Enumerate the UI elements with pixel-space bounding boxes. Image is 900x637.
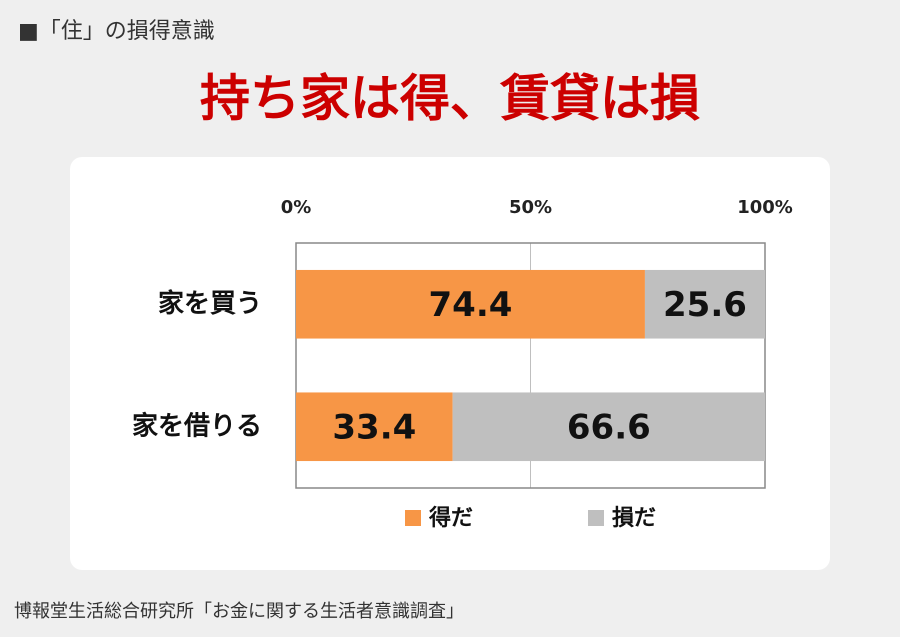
data-label: 33.4	[332, 407, 416, 447]
data-label: 74.4	[429, 285, 513, 325]
bar	[296, 392, 453, 462]
panel	[70, 157, 830, 570]
header: ■「住」の損得意識	[18, 19, 215, 44]
legend-swatch	[588, 510, 604, 526]
data-label: 25.6	[663, 285, 747, 325]
bar	[452, 392, 765, 462]
bar	[296, 269, 645, 339]
legend-swatch	[405, 510, 421, 526]
plot-border	[295, 242, 766, 489]
legend-label: 得だ	[428, 505, 473, 531]
data-label: 66.6	[567, 407, 651, 447]
x-tick-label: 0%	[281, 197, 312, 218]
bar	[644, 269, 765, 339]
legend-label: 損だ	[612, 506, 656, 531]
source: 博報堂生活総合研究所「お金に関する生活者意識調査」	[14, 601, 464, 622]
x-tick-label: 100%	[737, 197, 793, 218]
y-tick-label: 家を買う	[158, 288, 262, 319]
chart-title: 持ち家は得、賃貸は損	[200, 70, 700, 128]
y-tick-label: 家を借りる	[132, 410, 262, 441]
x-tick-label: 50%	[509, 197, 552, 218]
